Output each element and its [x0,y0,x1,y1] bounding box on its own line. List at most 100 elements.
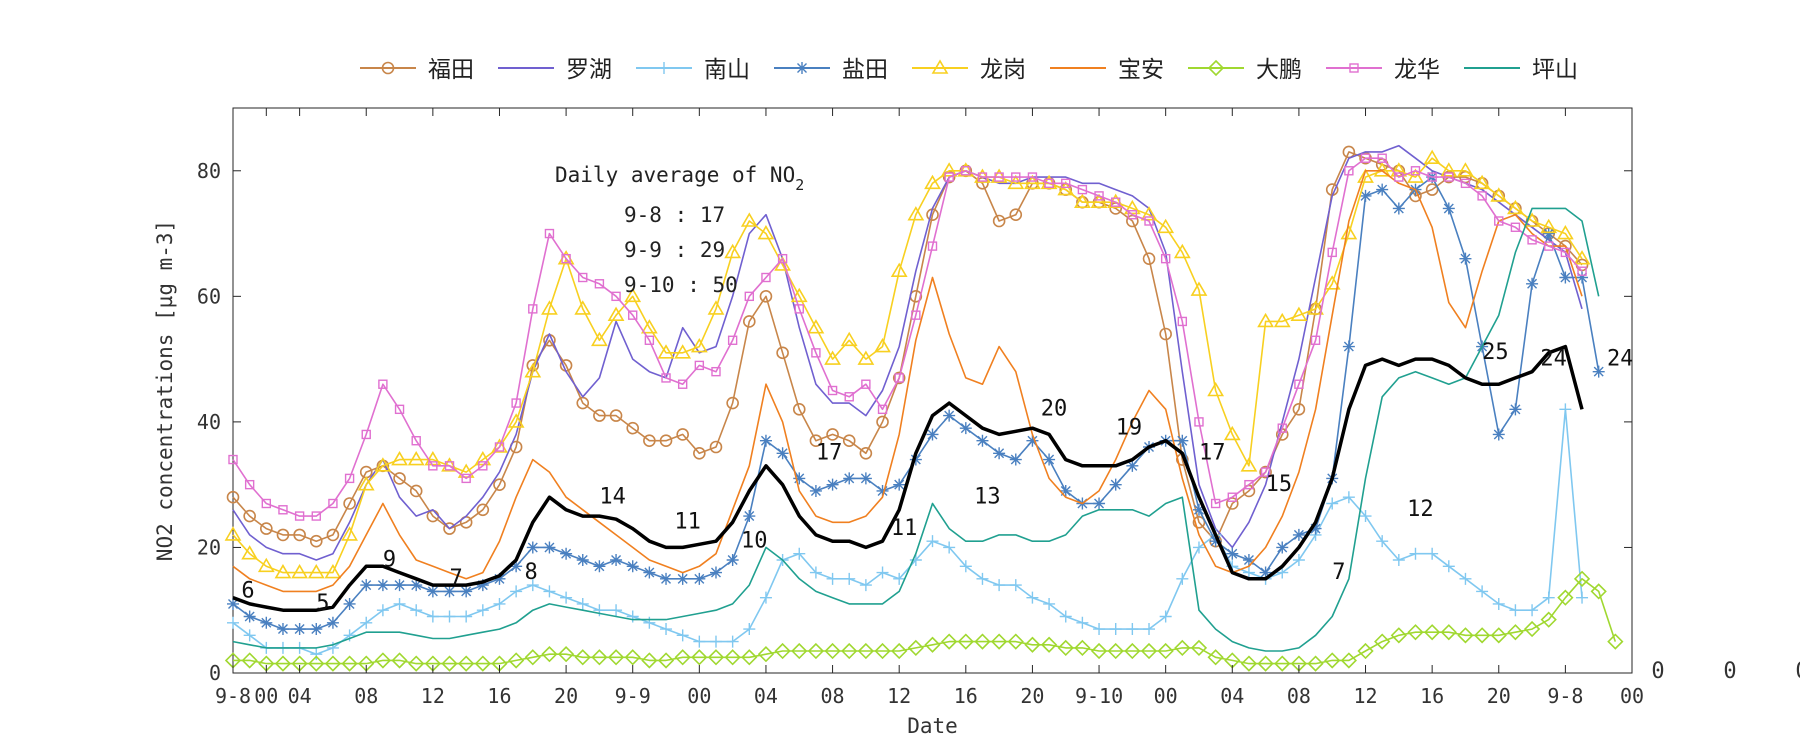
data-point [1194,417,1204,427]
annotation-line: 9-9 : 29 [624,238,725,262]
x-tick-label: 9-10 [1075,684,1123,708]
data-point [460,585,473,598]
data-point [1427,172,1437,182]
data-point [1177,316,1188,327]
data-point [1240,457,1258,472]
data-point [924,174,941,190]
data-point [992,214,1006,228]
data-point [1327,247,1337,258]
data-point [959,422,972,435]
data-point [926,428,939,441]
data-point [843,572,856,585]
data-point [759,434,772,447]
data-point [657,344,675,359]
data-point [1373,162,1391,177]
data-point [324,563,342,579]
average-label: 13 [974,485,1001,510]
data-point [1359,189,1372,202]
data-point [1523,620,1541,638]
data-point [493,478,506,491]
data-point [1242,566,1255,579]
data-point [1592,365,1605,378]
data-point [1440,624,1457,641]
data-point [541,646,558,663]
x-tick-label: 20 [1487,684,1511,708]
data-point [759,591,772,604]
data-point [659,434,673,448]
data-point [1557,589,1574,606]
data-point [576,597,589,610]
legend-label: 南山 [704,57,750,83]
data-point [826,428,839,441]
series-罗湖 [232,144,1583,561]
extra-x-label: 0 [1651,659,1664,684]
annotation-subscript: 2 [795,176,804,194]
data-point [227,616,239,629]
data-point [644,335,655,345]
data-point [990,168,1008,183]
data-point [1043,453,1056,466]
series-宝安 [232,170,1583,593]
data-point [1159,327,1172,341]
data-point [976,434,989,447]
data-point [261,498,272,509]
data-point [476,604,489,617]
data-point [611,291,621,302]
y-axis-title: NO2 concentrations [µg m-3] [153,220,177,561]
average-label: 7 [450,566,463,591]
data-point [376,604,389,617]
data-point [1040,636,1058,653]
data-point [661,373,671,383]
data-point [777,253,788,264]
legend-item-大鹏: 大鹏 [1188,57,1302,83]
data-point [1507,199,1524,215]
data-point [257,557,275,573]
data-point [494,442,505,452]
data-point [476,579,489,592]
average-label: 17 [1199,441,1226,466]
data-point [724,649,741,666]
data-point [243,610,256,623]
data-point [510,585,523,598]
data-point [959,560,972,573]
data-point [593,560,606,573]
data-point [1159,610,1172,623]
data-point [1490,187,1508,202]
data-point [893,478,906,491]
x-tick-label: 16 [1420,684,1444,708]
data-point [393,472,406,485]
average-label: 20 [1041,397,1068,422]
data-point [458,655,475,672]
data-point [1027,172,1038,182]
data-point [1160,253,1171,264]
data-point [1259,566,1272,579]
data-point [1143,623,1156,636]
data-point [1390,162,1408,177]
series-坪山 [232,207,1600,652]
data-point [391,450,408,466]
data-point [478,461,488,471]
data-point [1127,210,1138,220]
data-point [393,597,406,610]
data-point [1310,335,1321,345]
data-point [1057,639,1074,657]
data-point [591,331,608,347]
data-point [907,639,924,657]
data-point [961,166,971,176]
data-point [1140,642,1158,660]
data-point [841,642,858,660]
data-point [1444,172,1454,182]
data-point [643,616,656,629]
data-point [1107,642,1124,660]
data-point [911,310,921,320]
data-point [1126,623,1139,636]
data-point [228,454,238,465]
data-point [1407,168,1424,183]
data-point [1494,216,1504,226]
data-point [291,563,309,579]
data-point [759,290,773,303]
data-point [909,453,922,466]
data-point [827,385,838,396]
average-label: 25 [1482,340,1509,365]
data-point [510,560,523,573]
